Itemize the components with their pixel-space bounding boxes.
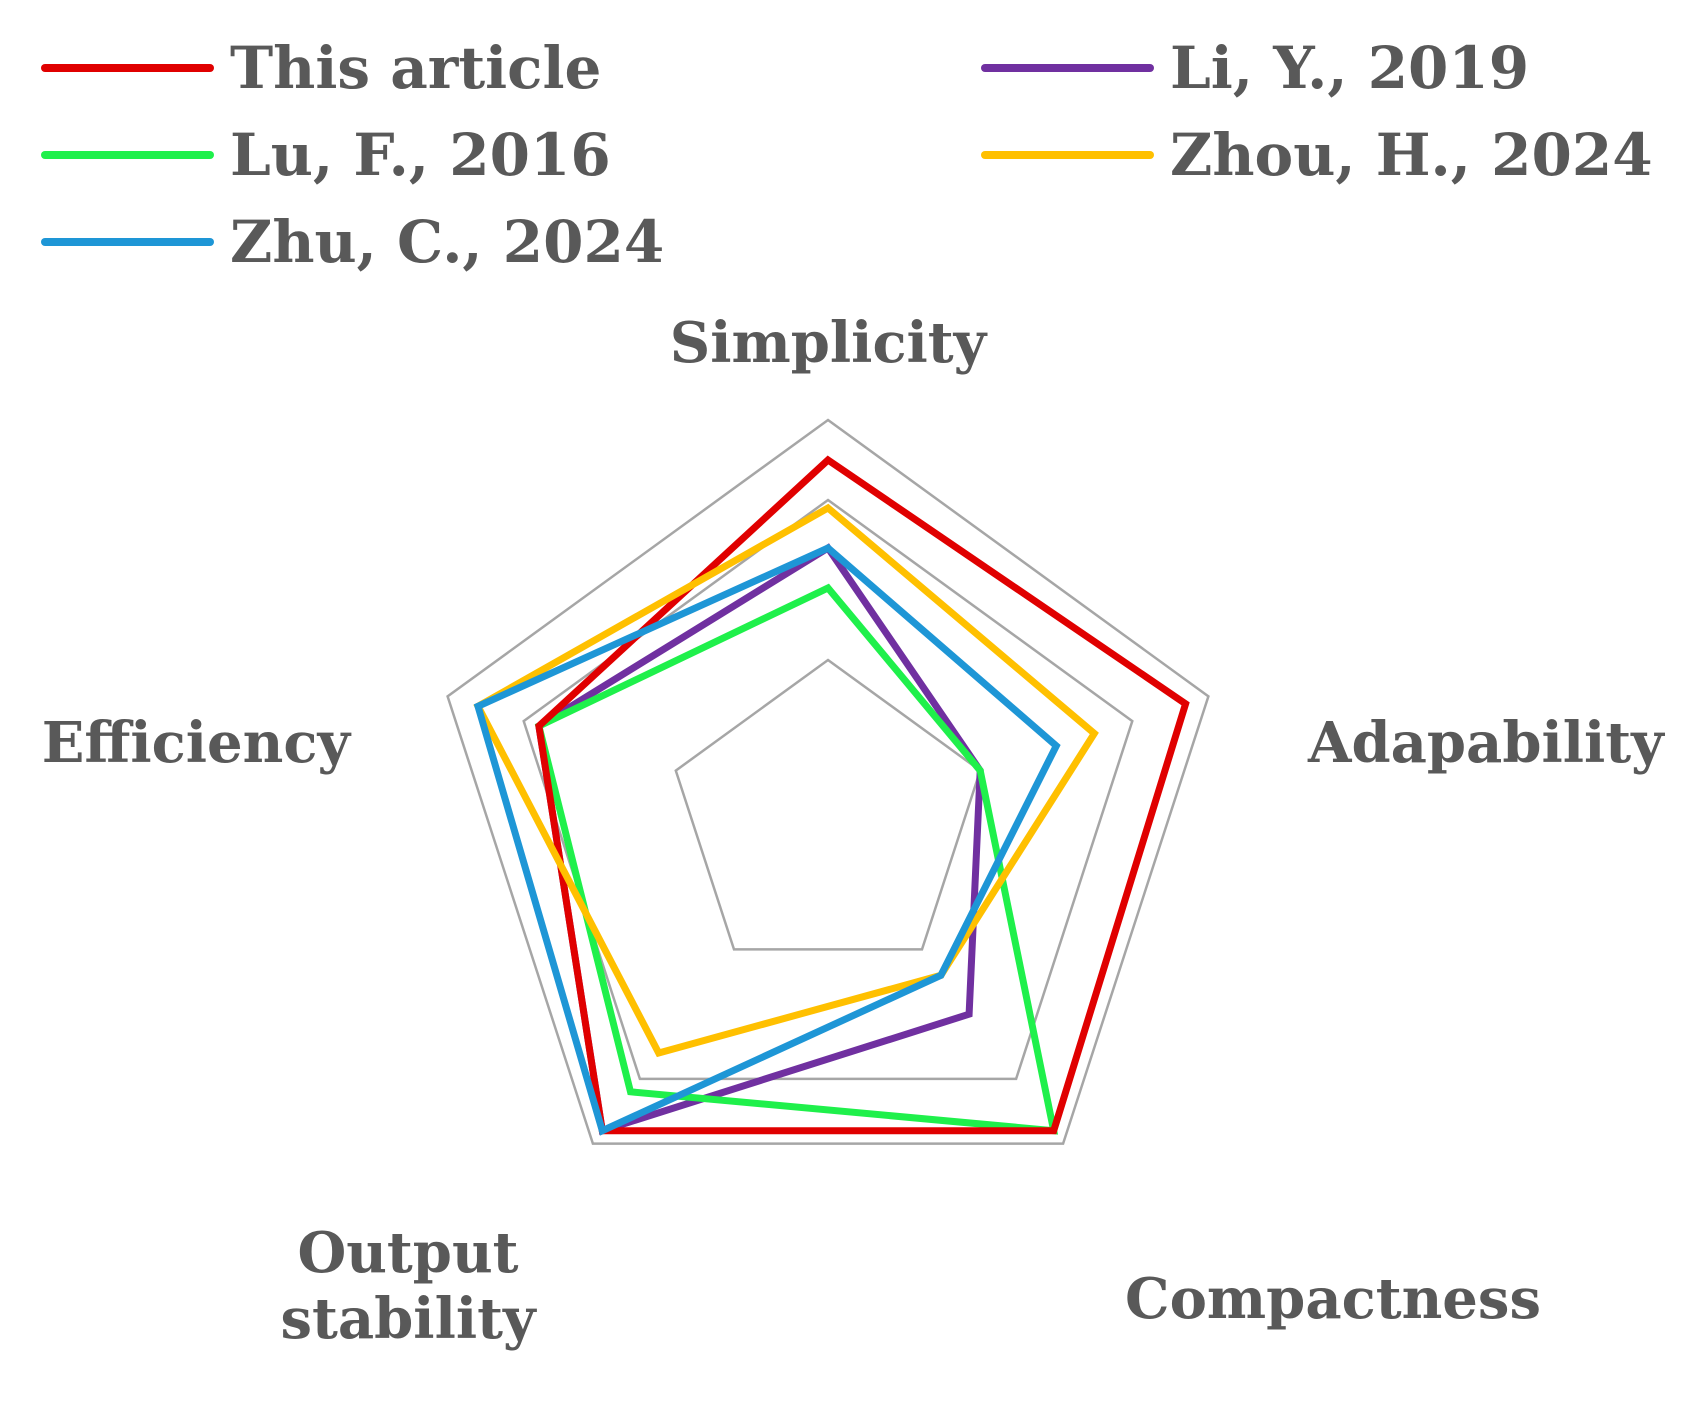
legend: This article Lu, F., 2016 Zhu, C., 2024 Li,… — [41, 34, 1653, 276]
series-zhu-c-2024 — [473, 543, 1061, 1136]
axis-label-output-stability: Output stability — [280, 1220, 537, 1352]
legend-item-this-article: This article — [41, 34, 601, 102]
legend-label: Li, Y., 2019 — [1170, 34, 1529, 102]
radar-grid — [446, 418, 1210, 1145]
legend-item-lu-f-2016: Lu, F., 2016 — [41, 121, 611, 189]
legend-label: Lu, F., 2016 — [230, 121, 611, 189]
grid-ring-5 — [446, 418, 1210, 1145]
legend-label: Zhu, C., 2024 — [230, 208, 664, 276]
axis-labels: Simplicity Adapability Compactness Output st… — [42, 310, 1665, 1352]
series-zhou-h-2024 — [473, 503, 1099, 1058]
axis-label-simplicity: Simplicity — [670, 310, 988, 376]
series-li-y-2019 — [535, 543, 984, 1136]
legend-item-li-y-2019: Li, Y., 2019 — [981, 34, 1529, 102]
legend-label: This article — [230, 34, 601, 102]
radar-series — [473, 455, 1190, 1136]
legend-label: Zhou, H., 2024 — [1170, 121, 1653, 189]
axis-label-compactness: Compactness — [1125, 1266, 1541, 1332]
grid-ring-2 — [674, 658, 982, 951]
grid-ring-4 — [522, 498, 1134, 1081]
axis-label-efficiency: Efficiency — [42, 710, 352, 776]
series-this-article — [535, 455, 1190, 1135]
series-lu-f-2016 — [534, 583, 1059, 1135]
axis-label-adapability: Adapability — [1307, 710, 1665, 776]
legend-item-zhou-h-2024: Zhou, H., 2024 — [981, 121, 1653, 189]
legend-item-zhu-c-2024: Zhu, C., 2024 — [41, 208, 664, 276]
